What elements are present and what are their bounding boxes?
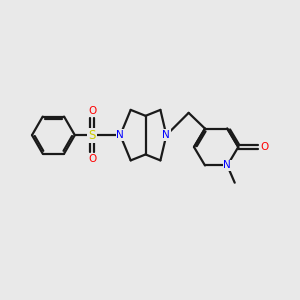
Text: N: N	[224, 160, 231, 170]
Text: N: N	[163, 130, 170, 140]
Text: O: O	[88, 154, 96, 164]
Text: O: O	[88, 106, 96, 116]
Text: S: S	[88, 129, 96, 142]
Text: N: N	[116, 130, 124, 140]
Text: O: O	[260, 142, 268, 152]
